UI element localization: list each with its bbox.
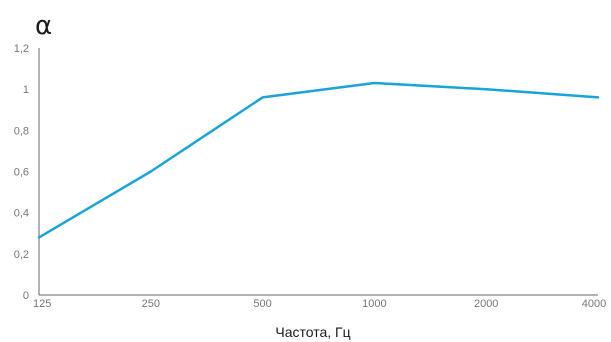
y-tick-label: 0,2 [14,249,29,261]
x-tick-label: 4000 [582,298,606,310]
series-line [37,81,600,239]
y-tick-label: 0,8 [14,125,29,137]
x-axis-title: Частота, Гц [275,324,350,340]
y-tick-labels: 0 0,2 0,4 0,6 0,8 1 1,2 [14,43,29,302]
series-layer [37,81,600,239]
y-tick-label: 0,6 [14,167,29,179]
x-tick-labels: 125 250 500 1000 2000 4000 [33,298,606,310]
x-tick-label: 500 [253,298,271,310]
y-tick-label: 1 [23,84,29,96]
x-tick-label: 250 [142,298,160,310]
y-axis-title: α [35,11,52,41]
x-tick-label: 1000 [362,298,386,310]
y-tick-label: 1,2 [14,43,29,55]
y-tick-label: 0,4 [14,208,29,220]
x-tick-label: 125 [33,298,51,310]
x-tick-label: 2000 [474,298,498,310]
y-tick-label: 0 [23,290,29,302]
